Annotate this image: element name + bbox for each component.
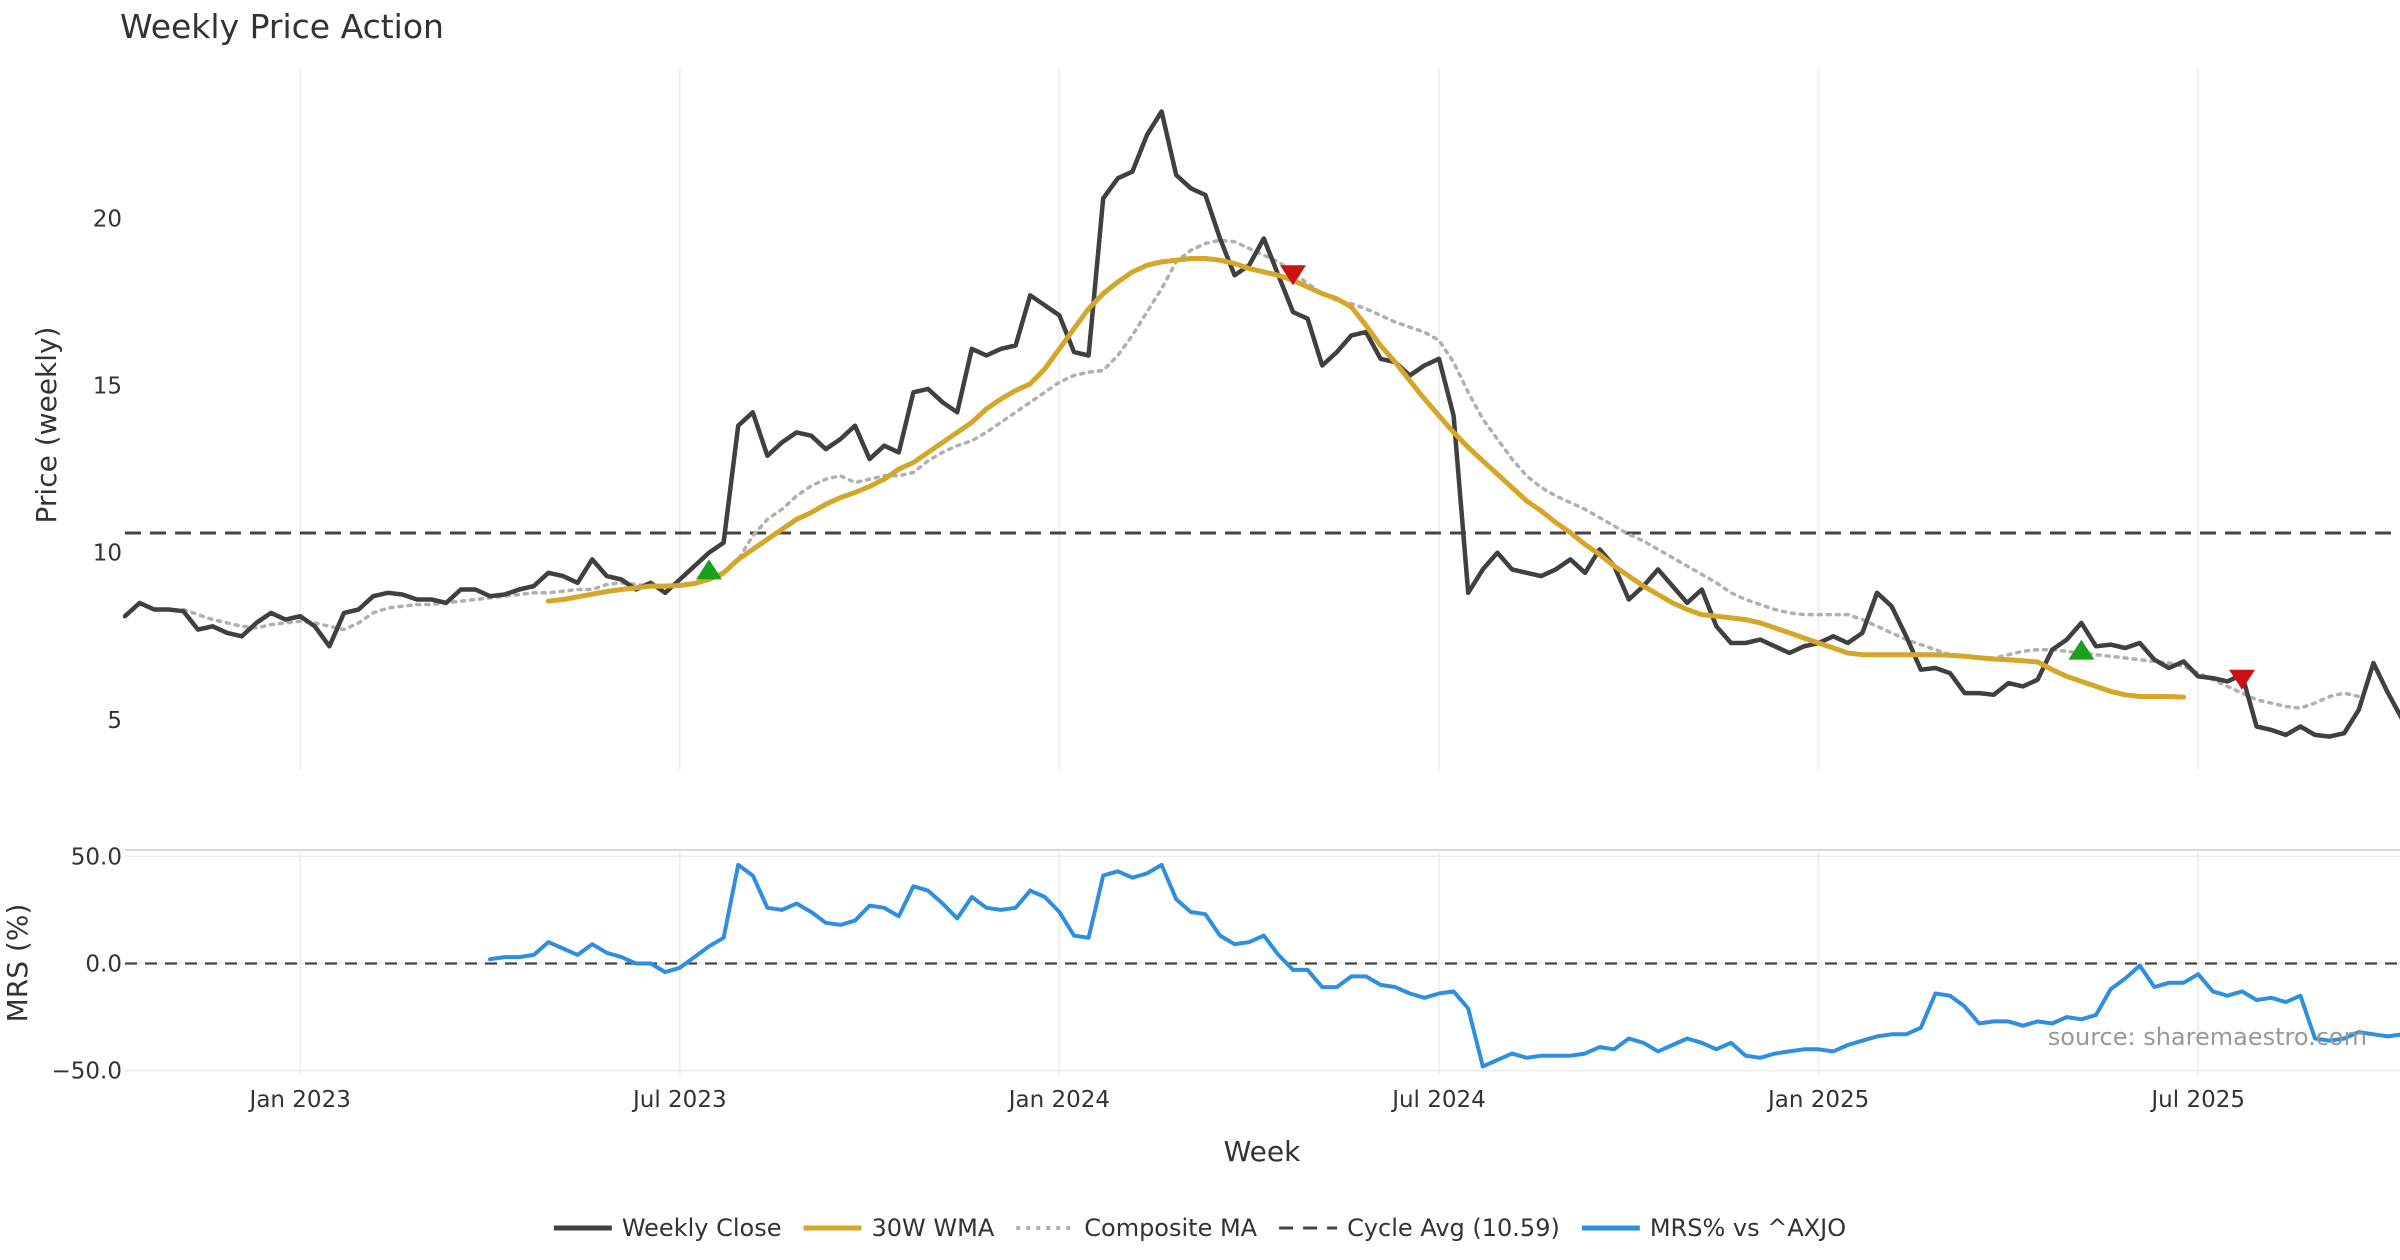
x-tick-label: Jul 2023 <box>631 1087 727 1113</box>
x-tick-label: Jan 2025 <box>1766 1087 1869 1113</box>
weekly-close-line <box>122 109 2400 739</box>
mrs-y-ticks: −50.0 0.0 50.0 <box>52 844 122 1084</box>
price-y-tick-label: 10 <box>93 541 122 567</box>
price-y-tick-label: 5 <box>107 708 122 734</box>
x-tick-label: Jul 2024 <box>1390 1087 1486 1113</box>
legend-label: Composite MA <box>1084 1214 1257 1242</box>
legend-label: Weekly Close <box>622 1214 782 1242</box>
price-y-tick-label: 20 <box>93 206 122 232</box>
price-y-tick-label: 15 <box>93 374 122 400</box>
x-axis-label: Week <box>1224 1135 1301 1168</box>
mrs-series-layer <box>125 862 2400 1069</box>
price-series-layer <box>122 109 2400 739</box>
chart-title: Weekly Price Action <box>120 7 444 46</box>
legend-label: 30W WMA <box>871 1214 994 1242</box>
x-tick-label: Jan 2024 <box>1007 1087 1110 1113</box>
source-credit: source: sharemaestro.com <box>2048 1023 2367 1051</box>
mrs-axis-label: MRS (%) <box>1 904 34 1023</box>
signal-markers <box>696 265 2255 690</box>
mrs-line <box>488 862 2400 1069</box>
price-axis-label: Price (weekly) <box>30 327 63 524</box>
price-y-ticks: 5 10 15 20 <box>93 206 122 733</box>
x-tick-label: Jan 2023 <box>248 1087 351 1113</box>
legend: Weekly Close 30W WMA Composite MA Cycle Avg… <box>553 1214 1846 1242</box>
sell-signal-marker <box>2229 669 2255 690</box>
legend-label: MRS% vs ^AXJO <box>1650 1214 1846 1242</box>
x-tick-label: Jul 2025 <box>2149 1087 2245 1113</box>
grid-lines <box>125 68 2400 1075</box>
mrs-y-tick-label: 0.0 <box>85 952 122 978</box>
sell-signal-marker <box>1280 265 1306 286</box>
buy-signal-marker <box>696 559 722 580</box>
buy-signal-marker <box>2068 639 2095 660</box>
composite-ma-line <box>181 238 2361 710</box>
x-ticks: Jan 2023 Jul 2023 Jan 2024 Jul 2024 Jan 2025… <box>248 1087 2245 1113</box>
mrs-y-tick-label: −50.0 <box>52 1059 122 1085</box>
mrs-y-tick-label: 50.0 <box>71 844 122 870</box>
legend-label: Cycle Avg (10.59) <box>1347 1214 1560 1242</box>
30w-wma-line <box>545 256 2187 700</box>
